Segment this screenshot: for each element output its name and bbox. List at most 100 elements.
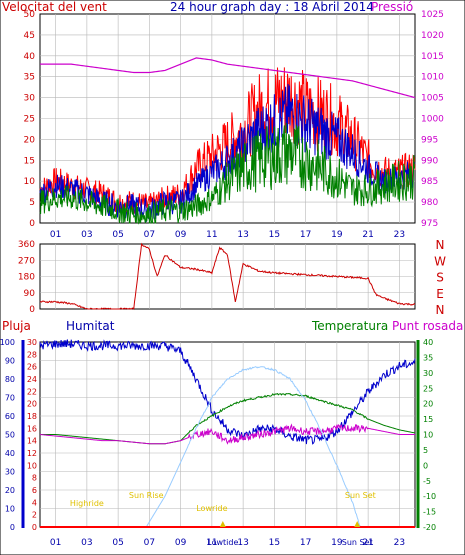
pressure-tick-label: 1005 <box>421 94 444 104</box>
wind-tick-label: 50 <box>24 10 36 20</box>
rain-tick-label: 2 <box>32 511 37 520</box>
direction-tick-label: 360 <box>18 240 35 250</box>
marker-triangle <box>354 521 361 527</box>
x-tick-label: 21 <box>362 538 373 548</box>
x-tick-label: 19 <box>331 230 343 240</box>
pressure-tick-label: 975 <box>421 219 438 229</box>
temp-tick-label: 25 <box>423 384 433 393</box>
humidity-tick-label: 70 <box>5 394 15 403</box>
temp-tick-label: 35 <box>423 353 433 362</box>
legend-rain: Pluja <box>2 319 31 333</box>
compass-label: E <box>436 287 444 301</box>
x-tick-label: 21 <box>362 230 373 240</box>
rain-tick-label: 20 <box>27 400 37 409</box>
x-tick-label: 11 <box>206 230 217 240</box>
chart-title: 24 hour graph day : 18 Abril 2014 <box>170 0 374 14</box>
legend-temperature: Temperatura <box>311 319 388 333</box>
x-tick-label: 05 <box>112 230 123 240</box>
rain-tick-label: 26 <box>27 363 37 372</box>
humidity-tick-label: 30 <box>5 468 15 477</box>
rain-tick-label: 18 <box>27 412 37 421</box>
wind-tick-label: 25 <box>24 115 35 125</box>
rain-tick-label: 10 <box>27 461 37 470</box>
temp-tick-label: -15 <box>423 508 436 517</box>
annotation-label: Highride <box>70 499 104 508</box>
pressure-tick-label: 1025 <box>421 10 444 20</box>
x-tick-label: 09 <box>175 538 187 548</box>
rain-tick-label: 12 <box>27 449 37 458</box>
temp-tick-label: 5 <box>423 446 428 455</box>
temp-tick-label: 20 <box>423 400 433 409</box>
rain-tick-label: 22 <box>27 387 37 396</box>
x-tick-label: 23 <box>394 230 405 240</box>
x-marker-label: Lowtide <box>207 538 238 547</box>
x-tick-label: 13 <box>237 538 248 548</box>
humidity-tick-label: 90 <box>5 357 15 366</box>
humidity-tick-label: 40 <box>5 449 15 458</box>
direction-tick-label: 90 <box>24 289 36 299</box>
series-line-velocitat-mitjana <box>39 123 416 225</box>
rain-tick-label: 8 <box>32 474 37 483</box>
x-tick-label: 03 <box>81 230 92 240</box>
wind-tick-label: 30 <box>24 94 36 104</box>
pressure-tick-label: 1015 <box>421 52 444 62</box>
humidity-tick-label: 10 <box>5 505 15 514</box>
x-tick-label: 11 <box>206 538 217 548</box>
humidity-tick-label: 100 <box>0 338 15 347</box>
temp-tick-label: -10 <box>423 492 436 501</box>
panel3-xticks: 01 03 05 07 09 11 13 15 17 19 21 23 <box>50 538 405 548</box>
humidity-tick-label: 50 <box>5 431 15 440</box>
rain-tick-label: 24 <box>27 375 37 384</box>
x-tick-label: 15 <box>269 538 280 548</box>
x-tick-label: 17 <box>300 538 311 548</box>
rain-tick-label: 6 <box>32 486 37 495</box>
pressure-tick-label: 1020 <box>421 31 444 41</box>
x-marker-label: Sun Set <box>342 538 373 547</box>
direction-tick-label: 0 <box>29 305 35 315</box>
annotation-label: Lowride <box>196 504 227 513</box>
pressure-tick-label: 995 <box>421 135 438 145</box>
series-line-humitat <box>39 339 416 445</box>
wind-tick-label: 45 <box>24 31 35 41</box>
panel3-series <box>39 339 416 528</box>
rain-tick-label: 4 <box>32 498 37 507</box>
panel1-xticks: 01 03 05 07 09 11 13 15 17 19 21 23 <box>50 230 405 240</box>
x-tick-label: 01 <box>50 230 61 240</box>
humidity-yticks: 0 10 20 30 40 50 60 70 80 90 100 <box>0 338 15 532</box>
rain-tick-label: 14 <box>27 437 37 446</box>
direction-tick-label: 270 <box>18 256 35 266</box>
legend-dew-point: Punt rosada <box>392 319 463 333</box>
x-tick-label: 03 <box>81 538 92 548</box>
pressure-tick-label: 1000 <box>421 115 444 125</box>
x-tick-label: 13 <box>237 230 248 240</box>
panel2-series <box>39 242 416 311</box>
wind-yticks: 0 5 10 15 20 25 30 35 40 45 50 <box>24 10 36 229</box>
humidity-tick-label: 20 <box>5 486 15 495</box>
x-tick-label: 07 <box>144 538 155 548</box>
pressure-tick-label: 990 <box>421 156 438 166</box>
wind-tick-label: 35 <box>24 73 35 83</box>
x-tick-label: 23 <box>394 538 405 548</box>
pressure-tick-label: 980 <box>421 198 438 208</box>
x-tick-label: 17 <box>300 230 311 240</box>
panel1-series <box>39 57 416 225</box>
pressure-yticks: 975 980 985 990 995 1000 1005 1010 1015 1020 1025 <box>421 10 444 229</box>
series-line-radiaci- <box>145 366 361 528</box>
temp-tick-label: 0 <box>423 461 428 470</box>
temp-tick-label: 15 <box>423 415 433 424</box>
compass-label: W <box>434 254 446 268</box>
rain-tick-label: 30 <box>27 338 37 347</box>
compass-label: N <box>436 238 445 252</box>
direction-tick-label: 180 <box>18 273 35 283</box>
temp-tick-label: 30 <box>423 369 433 378</box>
series-line-pressi- <box>40 57 416 99</box>
pressure-axis-label: Pressió <box>371 0 413 14</box>
humidity-tick-label: 80 <box>5 375 15 384</box>
marker-triangle <box>219 521 226 527</box>
wind-tick-label: 20 <box>24 135 36 145</box>
x-tick-label: 09 <box>175 230 187 240</box>
humidity-tick-label: 0 <box>10 523 15 532</box>
series-line-punt-rosada <box>39 423 415 445</box>
